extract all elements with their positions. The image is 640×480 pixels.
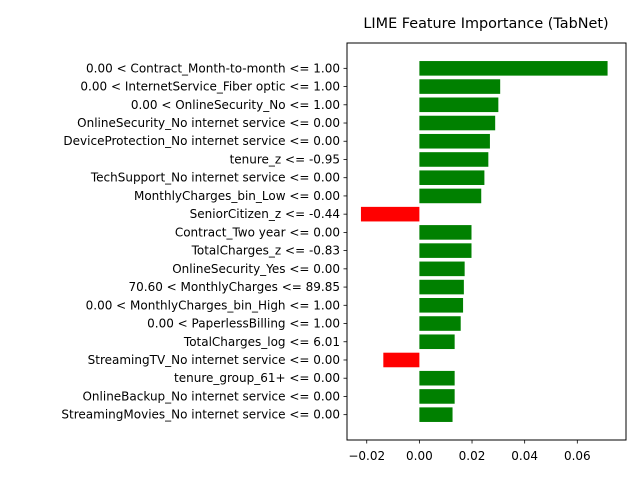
y-tick-label: 0.00 < PaperlessBilling <= 1.00 xyxy=(147,317,340,331)
y-tick-label: MonthlyCharges_bin_Low <= 0.00 xyxy=(134,189,340,203)
y-tick-label: 0.00 < OnlineSecurity_No <= 1.00 xyxy=(131,98,340,112)
bar xyxy=(419,97,499,113)
x-tick-label: 0.06 xyxy=(564,449,591,463)
y-tick-label: 0.00 < MonthlyCharges_bin_High <= 1.00 xyxy=(86,298,340,312)
bar xyxy=(419,316,461,331)
bar xyxy=(419,243,472,258)
y-tick-label: OnlineSecurity_No internet service <= 0.… xyxy=(77,116,340,130)
bar xyxy=(419,152,489,167)
y-tick-label: 0.00 < Contract_Month-to-month <= 1.00 xyxy=(86,61,340,75)
y-tick-label: TotalCharges_z <= -0.83 xyxy=(191,244,340,258)
bar xyxy=(419,279,464,295)
x-axis: −0.02 0.00 0.02 0.04 0.06 xyxy=(348,440,591,463)
bar xyxy=(419,298,464,313)
bar xyxy=(419,115,496,131)
y-tick-labels: 0.00 < Contract_Month-to-month <= 1.00 0.… xyxy=(61,61,347,422)
bar xyxy=(419,225,472,240)
bar xyxy=(419,334,455,350)
y-tick-label: 0.00 < InternetService_Fiber optic <= 1.… xyxy=(80,80,340,94)
chart-title: LIME Feature Importance (TabNet) xyxy=(363,16,608,32)
y-tick-label: tenure_z <= -0.95 xyxy=(230,152,340,166)
bar xyxy=(419,407,453,422)
y-tick-label: 70.60 < MonthlyCharges <= 89.85 xyxy=(129,280,341,294)
y-tick-label: TechSupport_No internet service <= 0.00 xyxy=(90,171,340,185)
y-tick-label: TotalCharges_log <= 6.01 xyxy=(183,335,340,349)
x-tick-label: 0.00 xyxy=(406,449,433,463)
y-tick-label: OnlineSecurity_Yes <= 0.00 xyxy=(172,262,340,276)
bar xyxy=(383,352,420,368)
y-tick-label: DeviceProtection_No internet service <= … xyxy=(63,134,340,148)
bars xyxy=(360,61,608,422)
bar xyxy=(419,170,485,185)
y-tick-label: SeniorCitizen_z <= -0.44 xyxy=(190,207,340,221)
y-tick-label: Contract_Two year <= 0.00 xyxy=(175,225,340,239)
bar xyxy=(419,389,455,404)
x-tick-label: 0.04 xyxy=(511,449,538,463)
x-tick-label: −0.02 xyxy=(348,449,385,463)
bar xyxy=(419,61,608,76)
bar xyxy=(419,261,465,277)
bar xyxy=(419,188,482,204)
y-tick-label: tenure_group_61+ <= 0.00 xyxy=(174,371,340,385)
bar xyxy=(360,206,420,222)
bar xyxy=(419,370,455,386)
y-tick-label: StreamingMovies_No internet service <= 0… xyxy=(61,408,340,422)
x-tick-label: 0.02 xyxy=(459,449,486,463)
plot-frame xyxy=(346,42,627,441)
y-tick-label: StreamingTV_No internet service <= 0.00 xyxy=(88,353,340,367)
bar xyxy=(419,133,490,149)
bar xyxy=(419,79,501,94)
y-tick-label: OnlineBackup_No internet service <= 0.00 xyxy=(82,389,340,403)
